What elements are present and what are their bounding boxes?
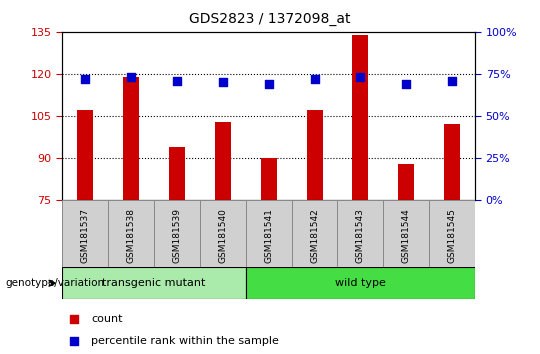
Point — [448, 78, 456, 84]
Text: GSM181537: GSM181537 — [80, 208, 90, 263]
Bar — [62, 200, 108, 267]
Text: wild type: wild type — [335, 278, 386, 288]
Text: count: count — [91, 314, 123, 324]
Point — [70, 316, 79, 321]
Bar — [123, 77, 139, 200]
Text: GDS2823 / 1372098_at: GDS2823 / 1372098_at — [189, 12, 351, 27]
Point — [265, 81, 273, 87]
Text: GSM181542: GSM181542 — [310, 208, 319, 263]
Bar — [383, 200, 429, 267]
Text: genotype/variation: genotype/variation — [5, 278, 105, 288]
Point — [126, 74, 135, 80]
Bar — [108, 200, 154, 267]
Bar — [62, 267, 246, 299]
Bar — [246, 267, 475, 299]
Text: percentile rank within the sample: percentile rank within the sample — [91, 336, 279, 346]
Point — [218, 79, 227, 85]
Bar — [292, 200, 338, 267]
Bar — [261, 158, 276, 200]
Text: GSM181541: GSM181541 — [264, 208, 273, 263]
Bar — [399, 164, 414, 200]
Point — [310, 76, 319, 82]
Bar — [307, 110, 322, 200]
Bar — [444, 124, 460, 200]
Text: transgenic mutant: transgenic mutant — [102, 278, 206, 288]
Bar — [338, 200, 383, 267]
Bar — [215, 121, 231, 200]
Bar — [200, 200, 246, 267]
Point — [402, 81, 410, 87]
Text: GSM181545: GSM181545 — [448, 208, 457, 263]
Point — [81, 76, 90, 82]
Text: GSM181538: GSM181538 — [126, 208, 136, 263]
Bar — [154, 200, 200, 267]
Text: GSM181540: GSM181540 — [218, 208, 227, 263]
Point — [356, 74, 365, 80]
Bar — [169, 147, 185, 200]
Bar — [246, 200, 292, 267]
Text: GSM181544: GSM181544 — [402, 208, 411, 263]
Bar — [429, 200, 475, 267]
Point — [70, 338, 79, 343]
Bar — [353, 35, 368, 200]
Point — [172, 78, 181, 84]
Text: GSM181543: GSM181543 — [356, 208, 365, 263]
Bar — [77, 110, 93, 200]
Text: GSM181539: GSM181539 — [172, 208, 181, 263]
